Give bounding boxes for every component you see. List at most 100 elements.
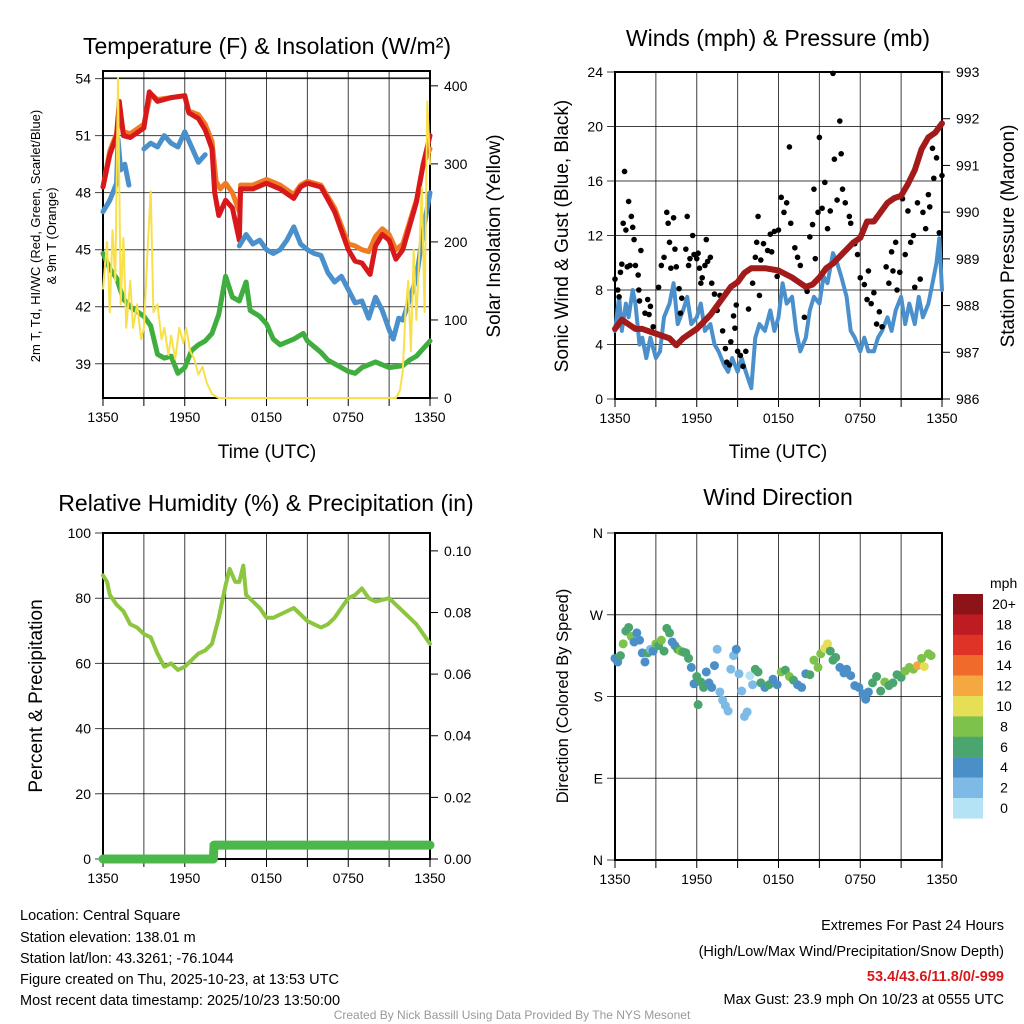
gust-point: [824, 225, 831, 232]
direction-point: [896, 672, 906, 682]
gust-point: [920, 209, 926, 216]
y-tick-label: 20: [587, 119, 603, 135]
gust-point: [623, 227, 629, 233]
gust-point: [778, 194, 785, 201]
gust-point: [775, 227, 782, 233]
direction-point: [624, 622, 634, 632]
gust-point: [929, 145, 936, 152]
y-tick-label: 54: [75, 71, 91, 87]
x-tick-label: 1950: [681, 410, 712, 426]
series-2m-t: [100, 89, 433, 277]
wind-ylabel: Sonic Wind & Gust (Blue, Black): [552, 100, 573, 372]
y-tick-label: N: [593, 525, 603, 541]
gust-point: [914, 200, 921, 206]
gust-point: [755, 213, 761, 220]
gust-point: [753, 239, 760, 246]
x-tick-label: 0750: [845, 410, 876, 426]
extremes-legend: (High/Low/Max Wind/Precipitation/Snow De…: [699, 944, 1004, 960]
gust-point: [902, 251, 909, 258]
direction-point: [831, 652, 841, 662]
gust-point: [732, 325, 738, 331]
gust-point: [749, 280, 756, 286]
direction-point: [813, 662, 823, 672]
gust-point: [752, 254, 759, 261]
x-tick-label: 0750: [845, 871, 876, 887]
gust-point: [864, 296, 870, 303]
gust-point: [892, 239, 899, 246]
gust-point: [708, 280, 715, 286]
gust-point: [658, 262, 665, 269]
colorbar-label: 20+: [992, 596, 1016, 612]
humidity-plot-area: 1350 1950 0150 0750 1350 0 20 40 60 80 100 0.00 0.02…: [68, 525, 472, 886]
direction-point: [861, 694, 871, 704]
direction-ylabel: Direction (Colored By Speed): [554, 589, 572, 804]
wind-chart-title: Winds (mph) & Pressure (mb): [626, 25, 930, 51]
gust-point: [625, 198, 632, 205]
x-tick-label: 1950: [681, 871, 712, 887]
right-tick-label: 0.04: [444, 728, 471, 744]
gust-point: [620, 220, 626, 227]
gust-point: [670, 214, 677, 221]
gust-point: [890, 268, 896, 274]
gust-point: [621, 168, 628, 175]
y-tick-label: 0: [83, 851, 91, 867]
direction-point: [926, 651, 936, 661]
right-tick-label: 991: [956, 157, 980, 173]
gust-point: [628, 213, 635, 220]
gust-point: [876, 309, 883, 315]
gust-point: [905, 208, 911, 214]
gust-point: [917, 276, 923, 282]
direction-plot-area: 1350 1950 0150 0750 1350 N E S W N: [590, 525, 958, 887]
direction-point: [748, 680, 758, 690]
gust-point: [663, 209, 670, 216]
gust-point: [896, 269, 903, 276]
gust-point: [857, 274, 864, 281]
direction-point: [809, 655, 819, 665]
gust-point: [740, 363, 746, 370]
direction-point: [876, 686, 886, 696]
colorbar-bin: [953, 594, 983, 615]
direction-point: [912, 661, 922, 671]
extremes-title: Extremes For Past 24 Hours: [821, 918, 1004, 934]
extremes-info: Extremes For Past 24 Hours (High/Low/Max…: [699, 918, 1004, 1008]
gust-point: [888, 249, 895, 255]
gust-point: [925, 191, 932, 198]
y-tick-label: 4: [595, 337, 603, 353]
direction-point: [689, 679, 699, 689]
gust-point: [734, 348, 741, 355]
gust-point: [627, 262, 633, 269]
colorbar-label: 10: [996, 698, 1012, 714]
gust-point: [783, 200, 790, 206]
gust-point: [815, 209, 821, 216]
temp-ylabel-line1: 2m T, Td, HI/WC (Red, Green, Scarlet/Blu…: [28, 110, 43, 362]
gust-point: [699, 274, 705, 281]
direction-point: [888, 678, 898, 688]
x-tick-label: 0150: [251, 870, 282, 886]
direction-point: [723, 706, 733, 716]
gust-point: [666, 239, 673, 246]
right-tick-label: 0.10: [444, 543, 471, 559]
series-precipitation: [98, 840, 435, 864]
gust-point: [868, 300, 874, 307]
gust-point: [816, 134, 823, 141]
gust-point: [831, 156, 838, 162]
direction-point: [709, 661, 719, 671]
x-tick-label: 1350: [414, 409, 445, 425]
gust-point: [672, 246, 678, 252]
y-tick-label: 45: [75, 242, 91, 258]
x-tick-label: 1950: [169, 870, 200, 886]
station-info: Location: Central Square Station elevati…: [20, 908, 340, 1009]
gust-point: [871, 289, 877, 296]
gust-point: [638, 247, 644, 254]
temp-chart-title: Temperature (F) & Insolation (W/m²): [83, 33, 451, 59]
gust-point: [838, 150, 844, 157]
right-tick-label: 0.08: [444, 604, 471, 620]
direction-point: [715, 687, 725, 697]
direction-point: [805, 670, 815, 680]
colorbar-bin: [953, 777, 983, 799]
max-gust-text: Max Gust: 23.9 mph On 10/23 at 0555 UTC: [724, 992, 1004, 1008]
gust-point: [711, 291, 718, 297]
gust-point: [743, 348, 749, 355]
right-tick-label: 0.00: [444, 851, 471, 867]
gust-point: [631, 236, 637, 243]
